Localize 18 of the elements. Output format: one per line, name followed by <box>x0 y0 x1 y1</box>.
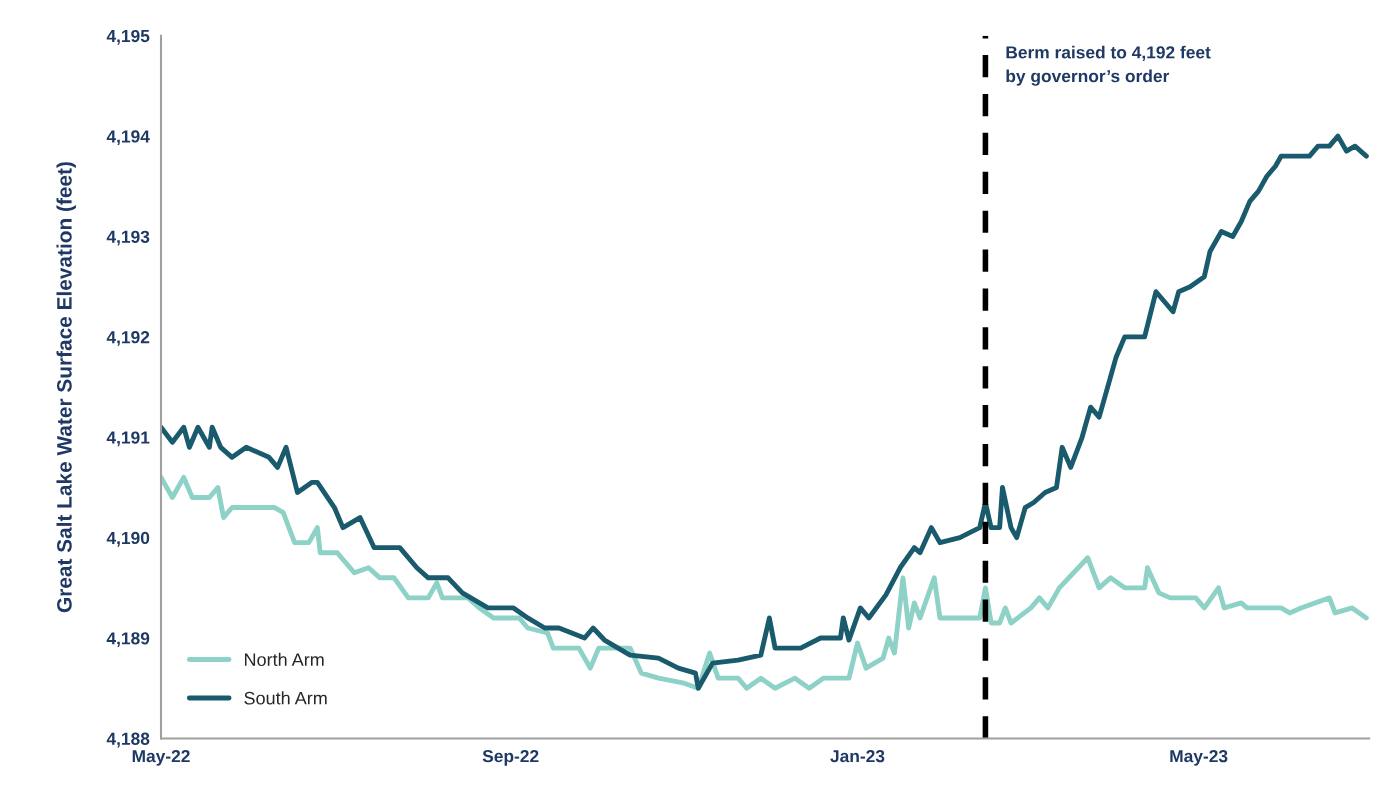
x-tick-label: May-22 <box>132 749 190 766</box>
y-tick-label: 4,194 <box>106 130 150 146</box>
line-series <box>161 474 1369 691</box>
y-tick-label: 4,195 <box>106 29 150 45</box>
y-axis-title: Great Salt Lake Water Surface Elevation (feet) <box>56 162 76 613</box>
legend-label: South Arm <box>244 691 327 705</box>
x-tick-label: Sep-22 <box>482 749 539 766</box>
y-tick-label: 4,192 <box>106 331 150 346</box>
x-tick-label: May-23 <box>1170 749 1228 766</box>
y-tick-label: 4,193 <box>106 230 150 246</box>
ref-line-label: Berm raised to 4,192 feet by governor’s order <box>1006 45 1211 86</box>
legend-label: North Arm <box>244 652 324 667</box>
y-tick-label: 4,191 <box>106 431 150 447</box>
line-series <box>161 133 1369 691</box>
y-tick-label: 4,190 <box>106 531 150 547</box>
y-tick-label: 4,189 <box>106 632 150 648</box>
y-tick-label: 4,188 <box>106 732 150 748</box>
x-tick-label: Jan-23 <box>830 749 885 763</box>
